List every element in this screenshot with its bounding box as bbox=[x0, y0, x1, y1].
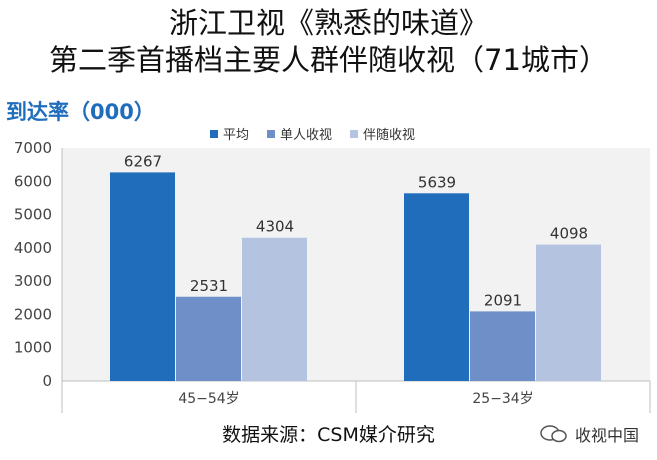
x-category-label: 45−54岁 bbox=[178, 391, 239, 407]
bar-single bbox=[470, 311, 535, 381]
y-tick-label: 6000 bbox=[14, 172, 52, 190]
legend-label-single: 单人收视 bbox=[280, 128, 333, 143]
data-label: 6267 bbox=[124, 152, 162, 170]
data-label: 4098 bbox=[550, 225, 588, 243]
bar-companion bbox=[536, 244, 601, 381]
chart-title-line2: 第二季首播档主要人群伴随收视（71城市） bbox=[49, 43, 608, 77]
y-tick-label: 7000 bbox=[14, 139, 52, 157]
data-label: 2531 bbox=[190, 277, 228, 295]
wechat-logo-icon bbox=[540, 425, 567, 443]
legend-swatch-companion bbox=[350, 129, 359, 138]
bar-single bbox=[176, 296, 241, 381]
legend-label-avg: 平均 bbox=[223, 128, 250, 143]
legend: 平均 单人收视 伴随收视 bbox=[210, 124, 415, 143]
watermark: 收视中国 bbox=[539, 422, 639, 446]
x-category-label: 25−34岁 bbox=[472, 391, 533, 407]
data-source-note: 数据来源：CSM媒介研究 bbox=[222, 424, 435, 446]
legend-item-avg: 平均 bbox=[210, 124, 249, 143]
y-axis-label: 到达率（000） bbox=[6, 100, 155, 124]
bar-avg bbox=[404, 193, 469, 381]
data-label: 4304 bbox=[256, 218, 294, 236]
legend-item-single: 单人收视 bbox=[267, 124, 332, 143]
bar-companion bbox=[242, 237, 307, 381]
legend-swatch-single bbox=[267, 129, 276, 138]
legend-label-companion: 伴随收视 bbox=[363, 128, 416, 143]
y-tick-label: 5000 bbox=[14, 206, 52, 224]
y-tick-label: 0 bbox=[42, 372, 52, 390]
y-tick-label: 3000 bbox=[14, 272, 52, 290]
data-label: 5639 bbox=[418, 173, 456, 191]
y-tick-label: 4000 bbox=[14, 239, 52, 257]
bar-avg bbox=[110, 172, 175, 381]
data-label: 2091 bbox=[484, 291, 522, 309]
y-tick-label: 1000 bbox=[14, 339, 52, 357]
y-tick-label: 2000 bbox=[14, 305, 52, 323]
watermark-text: 收视中国 bbox=[574, 426, 639, 445]
chart-title-line1: 浙江卫视《熟悉的味道》 bbox=[168, 6, 488, 40]
legend-swatch-avg bbox=[210, 129, 218, 138]
legend-item-companion: 伴随收视 bbox=[350, 124, 415, 143]
